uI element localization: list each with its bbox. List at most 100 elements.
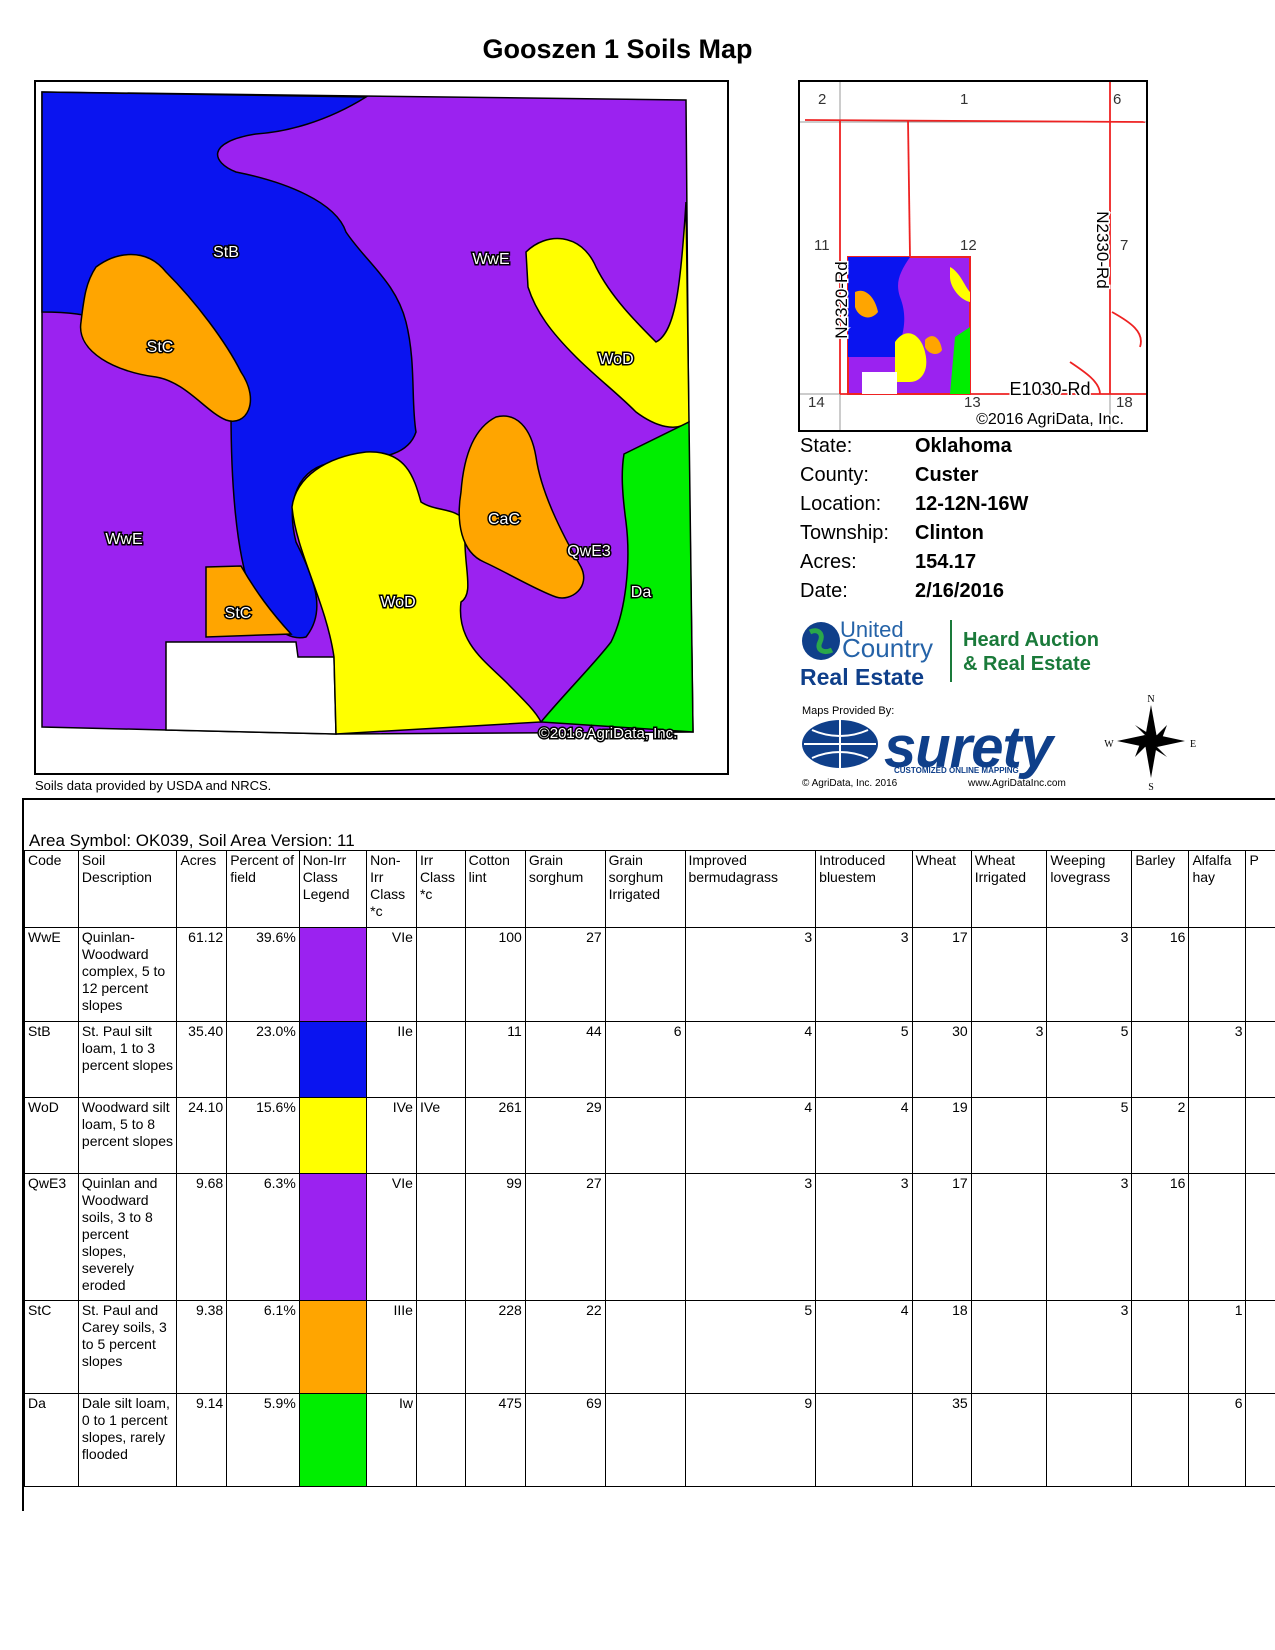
column-header: Grain sorghum	[524, 850, 606, 928]
column-header: Code	[24, 850, 79, 928]
map-label: WwE	[105, 531, 142, 548]
table-cell-nonirr: IIe	[366, 1021, 417, 1098]
map-label: WoD	[598, 351, 633, 368]
agridata-copyright: © AgriData, Inc. 2016	[802, 778, 898, 789]
table-cell-gs: 27	[524, 1173, 606, 1301]
united-text: United	[840, 617, 904, 642]
table-cell-cotton: 99	[464, 1173, 526, 1301]
table-cell-irr	[415, 927, 466, 1022]
page-title: Gooszen 1 Soils Map	[482, 34, 753, 64]
real-estate-text: Real Estate	[800, 664, 925, 690]
column-header: P	[1245, 850, 1275, 928]
location-inset-map[interactable]: 2 1 6 11 12 7 14 13 18 N2320-Rd N2330-Rd…	[798, 80, 1148, 432]
table-cell-wheat: 30	[911, 1021, 972, 1098]
inset-section: 13	[964, 394, 981, 411]
table-cell-acres: 35.40	[176, 1021, 228, 1098]
heard-auction-logo[interactable]: Heard Auction & Real Estate	[963, 628, 1099, 676]
table-cell-gs: 44	[524, 1021, 606, 1098]
soils-table: Code Soil Description Acres Percent of f…	[24, 850, 1275, 1487]
inset-section: 1	[960, 91, 968, 108]
table-row[interactable]: StC St. Paul and Carey soils, 3 to 5 perc…	[24, 1300, 1275, 1394]
info-value: Custer	[915, 464, 979, 486]
column-header: Non-Irr Class *c	[366, 850, 417, 928]
column-header: Percent of field	[226, 850, 300, 928]
column-header: Grain sorghum Irrigated	[604, 850, 686, 928]
table-row[interactable]: QwE3 Quinlan and Woodward soils, 3 to 8 p…	[24, 1173, 1275, 1301]
inset-road: E1030-Rd	[1009, 379, 1090, 399]
table-cell-intb: 4	[815, 1097, 913, 1174]
column-header: Weeping lovegrass	[1046, 850, 1133, 928]
table-cell-nonirr: Iw	[366, 1393, 417, 1487]
table-cell	[1245, 1300, 1275, 1394]
table-cell-wheat: 18	[911, 1300, 972, 1394]
table-cell-wheat: 19	[911, 1097, 972, 1174]
table-cell-code: WoD	[24, 1097, 79, 1174]
table-cell-irr	[415, 1300, 466, 1394]
table-cell-code: StB	[24, 1021, 79, 1098]
soil-polygon-stc-2	[205, 565, 293, 638]
class-legend-swatch	[298, 1097, 368, 1174]
table-cell-ib: 4	[684, 1021, 817, 1098]
table-cell-ib: 9	[684, 1393, 817, 1487]
table-cell-wl: 5	[1046, 1021, 1133, 1098]
compass-rose-icon: N S E W	[1103, 690, 1199, 795]
table-cell	[1245, 1097, 1275, 1174]
table-cell-wl: 3	[1046, 1173, 1133, 1301]
table-cell-wi	[970, 1173, 1048, 1301]
soils-table-section: Area Symbol: OK039, Soil Area Version: 1…	[22, 798, 1275, 1511]
info-value: 154.17	[915, 551, 977, 573]
inset-road: N2330-Rd	[1093, 211, 1112, 289]
table-cell-gs: 22	[524, 1300, 606, 1394]
table-cell-cotton: 475	[464, 1393, 526, 1487]
heard-line-2: & Real Estate	[963, 653, 1091, 675]
table-cell-ib: 3	[684, 927, 817, 1022]
table-cell-intb: 5	[815, 1021, 913, 1098]
table-cell-wi	[970, 927, 1048, 1022]
table-cell-wi	[970, 1300, 1048, 1394]
table-cell-barley	[1131, 1393, 1190, 1487]
table-cell-desc: Dale silt loam, 0 to 1 percent slopes, r…	[77, 1393, 178, 1487]
info-label: Township:	[800, 522, 889, 544]
class-legend-swatch	[298, 927, 368, 1022]
surety-logo-text[interactable]: surety	[884, 715, 1053, 780]
map-label: StC	[147, 339, 174, 356]
inset-section: 12	[960, 237, 977, 254]
table-cell-ib: 3	[684, 1173, 817, 1301]
class-legend-swatch	[298, 1021, 368, 1098]
table-cell-pct: 39.6%	[226, 927, 300, 1022]
inset-section: 18	[1116, 394, 1133, 411]
table-cell-nonirr: VIe	[366, 927, 417, 1022]
table-cell-wi	[970, 1097, 1048, 1174]
table-cell-intb: 3	[815, 927, 913, 1022]
column-header: Non-Irr Class Legend	[298, 850, 368, 928]
table-cell-gsi	[604, 1393, 686, 1487]
table-cell-cotton: 228	[464, 1300, 526, 1394]
table-cell-acres: 9.68	[176, 1173, 228, 1301]
table-cell-pct: 6.1%	[226, 1300, 300, 1394]
table-cell-wl: 3	[1046, 927, 1133, 1022]
soils-map[interactable]: StB WwE StC WoD CaC QwE3 WwE Da StC WoD …	[34, 80, 729, 775]
map-label: QwE3	[567, 543, 611, 560]
inset-copyright: ©2016 AgriData, Inc.	[976, 411, 1124, 428]
united-country-logo[interactable]: United Country Real Estate	[800, 619, 933, 691]
table-cell-barley: 16	[1131, 927, 1190, 1022]
inset-section: 11	[814, 237, 830, 254]
table-row[interactable]: WoD Woodward silt loam, 5 to 8 percent sl…	[24, 1097, 1275, 1174]
agridata-url[interactable]: www.AgriDataInc.com	[968, 778, 1066, 789]
table-cell-wheat: 35	[911, 1393, 972, 1487]
map-label: StB	[213, 244, 239, 261]
table-cell-wl: 5	[1046, 1097, 1133, 1174]
table-cell-code: WwE	[24, 927, 79, 1022]
area-symbol-line: Area Symbol: OK039, Soil Area Version: 1…	[29, 831, 355, 850]
table-cell-pct: 5.9%	[226, 1393, 300, 1487]
column-header: Barley	[1131, 850, 1190, 928]
country-text: Country	[842, 633, 934, 663]
compass-e: E	[1190, 739, 1196, 750]
map-copyright: ©2016 AgriData, Inc.	[539, 725, 678, 742]
table-row[interactable]: WwE Quinlan-Woodward complex, 5 to 12 per…	[24, 927, 1275, 1022]
soils-credit: Soils data provided by USDA and NRCS.	[35, 778, 272, 793]
table-row[interactable]: StB St. Paul silt loam, 1 to 3 percent sl…	[24, 1021, 1275, 1098]
table-row[interactable]: Da Dale silt loam, 0 to 1 percent slopes,…	[24, 1393, 1275, 1487]
table-cell-code: QwE3	[24, 1173, 79, 1301]
table-cell-barley: 2	[1131, 1097, 1190, 1174]
